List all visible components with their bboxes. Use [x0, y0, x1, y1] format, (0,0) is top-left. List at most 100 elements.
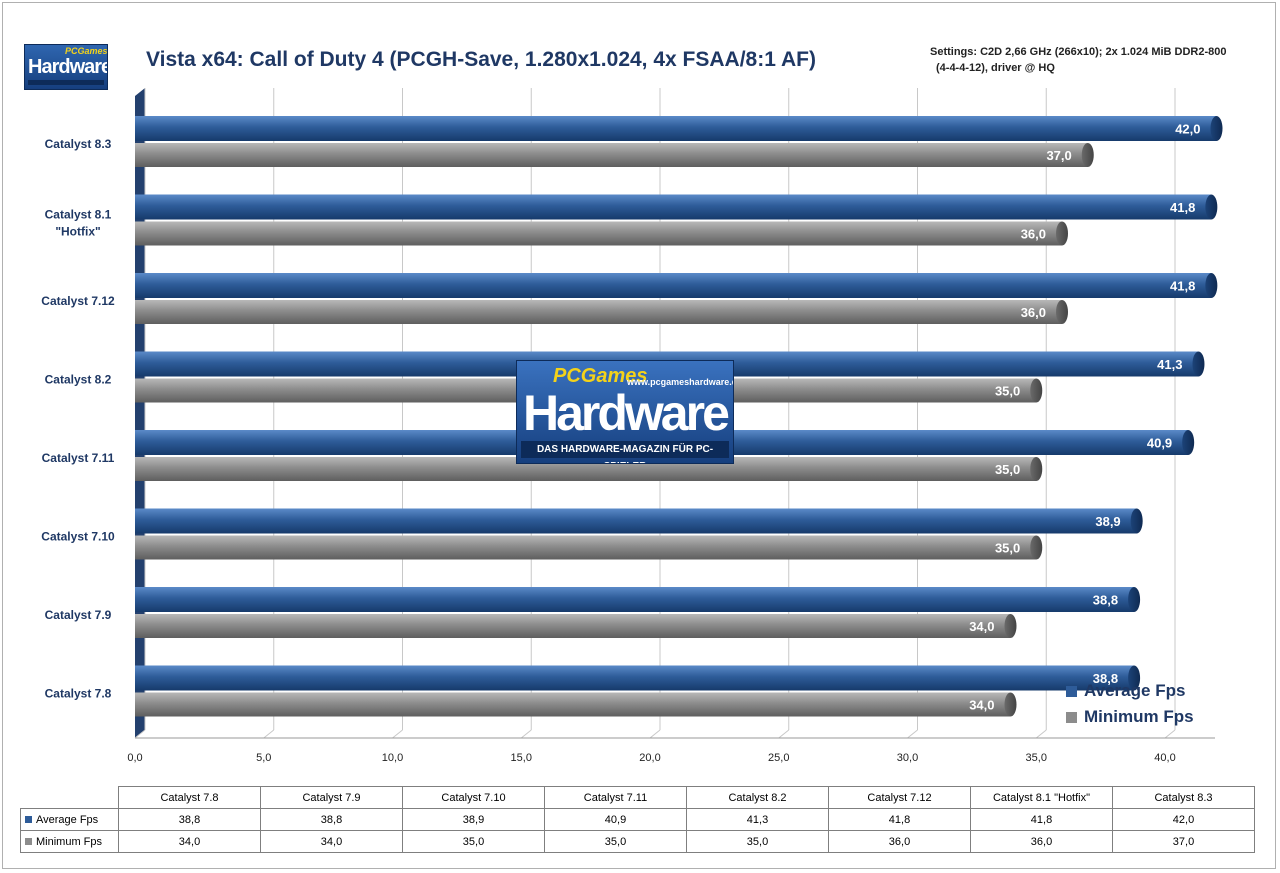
bar-minimum-label: 37,0 [1046, 148, 1071, 163]
data-table-row-header: Average Fps [20, 808, 119, 831]
floor-gridline [778, 729, 790, 739]
bar-minimum-cap [1004, 692, 1017, 717]
bar-average-label: 40,9 [1147, 436, 1172, 451]
legend: Average Fps Minimum Fps [1066, 678, 1194, 730]
data-table-cell: 38,8 [260, 808, 403, 831]
logo-small-text: PCGames [65, 46, 108, 56]
bar-minimum-cap [1030, 378, 1043, 403]
bar-average-cap [1128, 665, 1141, 691]
chart-title: Vista x64: Call of Duty 4 (PCGH-Save, 1.… [146, 48, 816, 71]
bar-average-cap [1130, 508, 1143, 534]
watermark-tagline: DAS HARDWARE-MAGAZIN FÜR PC-SPIELER [521, 441, 729, 463]
data-table-cell: 34,0 [260, 830, 403, 853]
row-label-minimum: Minimum Fps [36, 835, 103, 848]
bar-minimum [135, 143, 1088, 167]
x-tick-label: 30,0 [897, 752, 918, 764]
bar-average [135, 665, 1135, 691]
x-tick-label: 5,0 [256, 752, 271, 764]
data-table-row-average: Average Fps 38,8 38,8 38,9 40,9 41,3 41,… [20, 808, 1255, 831]
x-tick-label: 35,0 [1026, 752, 1047, 764]
floor-gridline [649, 729, 661, 739]
x-tick-label: 25,0 [768, 752, 789, 764]
data-table-cell: 41,8 [828, 808, 971, 831]
legend-item-average: Average Fps [1066, 678, 1194, 704]
bar-minimum [135, 221, 1062, 246]
bar-average-cap [1128, 587, 1141, 612]
data-table-col-header: Catalyst 8.3 [1112, 786, 1255, 809]
bar-minimum-label: 34,0 [969, 698, 994, 713]
category-label: Catalyst 8.3 [45, 137, 112, 151]
floor-gridline [520, 729, 532, 739]
bar-average [135, 194, 1212, 220]
data-table-col-header: Catalyst 7.12 [828, 786, 971, 809]
data-table-cell: 41,8 [970, 808, 1113, 831]
bar-minimum [135, 535, 1037, 560]
data-table-cell: 37,0 [1112, 830, 1255, 853]
pcgh-watermark: PCGames www.pcgameshardware.de Hardware … [516, 360, 734, 464]
bar-minimum-label: 36,0 [1021, 305, 1046, 320]
bar-minimum-label: 36,0 [1021, 227, 1046, 242]
chart-side-wall [135, 88, 145, 738]
data-table-col-header: Catalyst 8.2 [686, 786, 829, 809]
legend-swatch-average [1066, 685, 1077, 697]
pcgh-logo: PCGames Hardware [24, 44, 108, 90]
data-table-cell: 35,0 [402, 830, 545, 853]
bar-minimum-cap [1030, 457, 1043, 481]
row-label-average: Average Fps [36, 813, 99, 826]
data-table-col-header: Catalyst 8.1 "Hotfix" [970, 786, 1113, 809]
x-tick-label: 10,0 [382, 752, 403, 764]
bar-minimum-cap [1030, 535, 1043, 560]
data-table-row-minimum: Minimum Fps 34,0 34,0 35,0 35,0 35,0 36,… [20, 830, 1255, 853]
legend-label-average: Average Fps [1084, 681, 1186, 700]
bar-average [135, 273, 1212, 298]
data-table-col-header: Catalyst 7.9 [260, 786, 403, 809]
x-tick-label: 15,0 [511, 752, 532, 764]
data-table-header-row: Catalyst 7.8 Catalyst 7.9 Catalyst 7.10 … [20, 786, 1255, 809]
logo-text: Hardware [28, 56, 108, 78]
bar-minimum-label: 35,0 [995, 462, 1020, 477]
bar-average-label: 41,8 [1170, 279, 1195, 294]
settings-line-1: Settings: C2D 2,66 GHz (266x10); 2x 1.02… [930, 46, 1227, 58]
data-table-cell: 36,0 [970, 830, 1113, 853]
bar-average-cap [1205, 194, 1218, 220]
bar-minimum-label: 35,0 [995, 384, 1020, 399]
bar-average [135, 508, 1137, 534]
category-label: Catalyst 7.8 [45, 687, 112, 701]
bar-minimum-cap [1004, 614, 1017, 638]
category-label: Catalyst 7.12 [41, 294, 115, 308]
bar-minimum-label: 34,0 [969, 619, 994, 634]
bar-average [135, 587, 1135, 612]
legend-swatch-minimum [1066, 711, 1077, 723]
data-table-cell: 34,0 [118, 830, 261, 853]
bar-average-cap [1192, 351, 1205, 377]
data-table-cell: 38,8 [118, 808, 261, 831]
legend-label-minimum: Minimum Fps [1084, 707, 1194, 726]
bar-average-label: 38,9 [1095, 514, 1120, 529]
bar-minimum-cap [1056, 221, 1068, 246]
category-label: Catalyst 7.9 [45, 608, 112, 622]
floor-gridline [263, 729, 275, 739]
row-swatch-average [25, 816, 32, 824]
settings-line-2: (4-4-4-12), driver @ HQ [936, 62, 1055, 74]
data-table-cell: 36,0 [828, 830, 971, 853]
floor-gridline [392, 729, 403, 739]
data-table-cell: 35,0 [686, 830, 829, 853]
data-table-cell: 41,3 [686, 808, 829, 831]
data-table-row-header: Minimum Fps [20, 830, 119, 853]
bar-average-cap [1205, 273, 1218, 298]
watermark-small-text: PCGames [553, 365, 648, 387]
category-label: Catalyst 7.10 [41, 530, 115, 544]
settings-note: Settings: C2D 2,66 GHz (266x10); 2x 1.02… [930, 44, 1260, 76]
floor-gridline [134, 729, 146, 739]
data-table-col-header: Catalyst 7.10 [402, 786, 545, 809]
legend-item-minimum: Minimum Fps [1066, 704, 1194, 730]
x-tick-label: 40,0 [1154, 752, 1175, 764]
bar-minimum [135, 614, 1011, 638]
bar-average-label: 41,3 [1157, 357, 1182, 372]
data-table-col-header: Catalyst 7.11 [544, 786, 687, 809]
category-label-line2: "Hotfix" [55, 225, 100, 239]
bar-average-cap [1182, 430, 1195, 455]
category-label: Catalyst 7.11 [42, 451, 115, 465]
data-table: Catalyst 7.8 Catalyst 7.9 Catalyst 7.10 … [20, 786, 1255, 853]
